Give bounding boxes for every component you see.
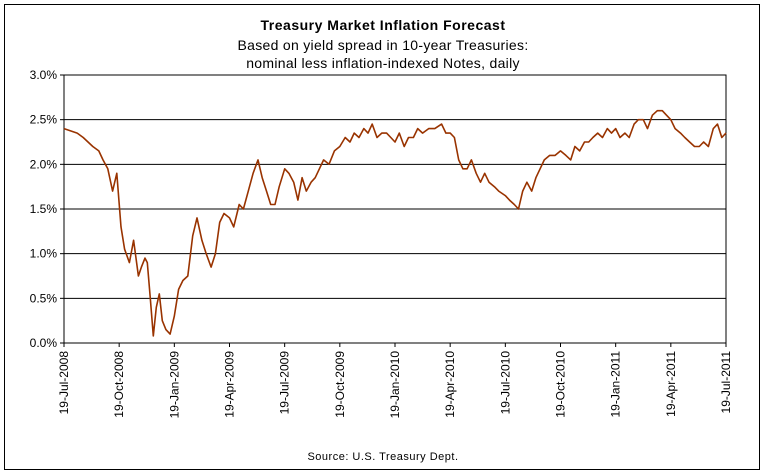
y-tick-label: 3.0% xyxy=(30,68,58,82)
y-tick-label: 2.5% xyxy=(30,113,58,127)
x-tick-label: 19-Oct-2008 xyxy=(112,351,126,418)
x-tick-label: 19-Jul-2009 xyxy=(278,351,292,415)
x-axis-tick-labels: 19-Jul-2008 19-Oct-2008 19-Jan-2009 19-Apr-… xyxy=(57,343,733,418)
y-tick-label: 0.5% xyxy=(30,291,58,305)
source-note: Source: U.S. Treasury Dept. xyxy=(307,451,459,463)
x-tick-label: 19-Jul-2011 xyxy=(719,351,733,414)
chart-subtitle-line1: Based on yield spread in 10-year Treasur… xyxy=(237,37,529,53)
x-tick-label: 19-Jan-2011 xyxy=(609,351,623,418)
x-tick-label: 19-Oct-2009 xyxy=(333,351,347,418)
y-tick-label: 1.5% xyxy=(30,202,58,216)
y-tick-label: 2.0% xyxy=(30,157,58,171)
x-tick-label: 19-Jan-2010 xyxy=(388,351,402,419)
y-tick-label: 1.0% xyxy=(30,247,58,261)
x-tick-label: 19-Oct-2010 xyxy=(554,351,568,418)
y-axis-tick-labels: 0.0% 0.5% 1.0% 1.5% 2.0% 2.5% 3.0% xyxy=(30,68,64,350)
x-tick-label: 19-Jul-2010 xyxy=(498,351,512,415)
x-tick-label: 19-Apr-2009 xyxy=(223,351,237,418)
x-tick-label: 19-Apr-2011 xyxy=(664,351,678,417)
chart-title: Treasury Market Inflation Forecast xyxy=(260,17,506,33)
x-tick-label: 19-Apr-2010 xyxy=(443,351,457,418)
chart-subtitle-line2: nominal less inflation-indexed Notes, da… xyxy=(246,55,520,71)
y-tick-label: 0.0% xyxy=(30,336,58,350)
gridlines xyxy=(64,119,726,299)
x-tick-label: 19-Jan-2009 xyxy=(167,351,181,419)
x-tick-label: 19-Jul-2008 xyxy=(57,351,71,415)
series-line xyxy=(63,109,727,337)
